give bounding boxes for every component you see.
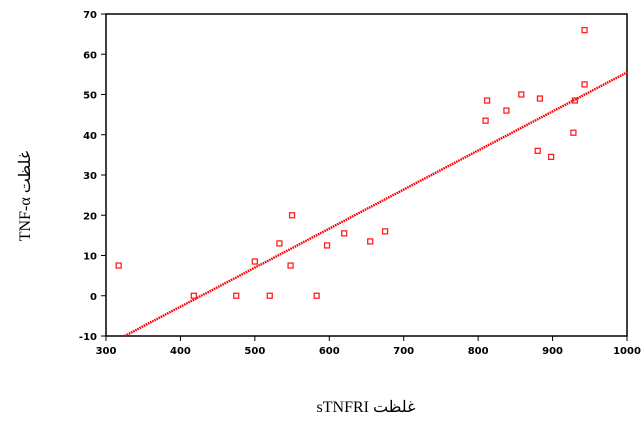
data-point bbox=[503, 107, 510, 114]
y-tick-label: 60 bbox=[83, 50, 97, 61]
data-point bbox=[534, 147, 541, 155]
data-point bbox=[581, 81, 588, 88]
x-tick-label: 1000 bbox=[613, 346, 641, 357]
x-tick-label: 500 bbox=[244, 346, 265, 357]
data-point bbox=[276, 240, 283, 247]
y-tick-label: 20 bbox=[83, 211, 97, 222]
regression-line bbox=[124, 71, 628, 338]
data-point bbox=[381, 228, 389, 235]
data-point bbox=[547, 153, 555, 161]
fit-line-layer bbox=[124, 71, 628, 338]
x-tick-label: 600 bbox=[319, 346, 340, 357]
data-points bbox=[115, 26, 588, 299]
x-tick-label: 400 bbox=[170, 346, 191, 357]
y-tick-label: 40 bbox=[83, 131, 97, 142]
y-tick-label: 0 bbox=[90, 292, 97, 303]
y-axis-title: غلظت TNF-α bbox=[17, 151, 34, 241]
data-point bbox=[536, 95, 544, 102]
y-tick-label: 10 bbox=[83, 252, 97, 263]
data-point bbox=[190, 292, 197, 299]
data-point bbox=[288, 212, 296, 219]
data-point bbox=[581, 26, 588, 34]
data-point bbox=[266, 292, 273, 299]
data-point bbox=[367, 238, 374, 245]
data-point bbox=[313, 292, 320, 299]
data-point bbox=[341, 230, 348, 237]
data-point bbox=[571, 97, 579, 104]
data-point bbox=[233, 292, 240, 299]
data-point bbox=[483, 97, 491, 104]
x-tick-label: 700 bbox=[393, 346, 414, 357]
x-tick-label: 800 bbox=[468, 346, 489, 357]
y-tick-label: 50 bbox=[83, 91, 97, 102]
x-tick-label: 900 bbox=[542, 346, 563, 357]
data-point bbox=[115, 262, 122, 269]
y-axis-ticks: -10 0 10 20 30 40 50 60 70 bbox=[79, 10, 106, 343]
y-tick-label: 70 bbox=[83, 10, 97, 21]
data-point bbox=[482, 117, 489, 124]
plot-frame bbox=[105, 13, 628, 337]
y-tick-label: -10 bbox=[79, 332, 97, 343]
x-axis-title: غلظت sTNFRI bbox=[317, 399, 416, 416]
data-point bbox=[570, 129, 577, 136]
data-point bbox=[518, 91, 525, 98]
x-tick-label: 300 bbox=[96, 346, 117, 357]
x-axis-ticks: 300 400 500 600 700 800 900 1000 bbox=[96, 336, 641, 357]
data-point bbox=[323, 242, 331, 249]
data-point bbox=[251, 258, 259, 265]
y-tick-label: 30 bbox=[83, 171, 97, 182]
data-point bbox=[287, 262, 294, 269]
